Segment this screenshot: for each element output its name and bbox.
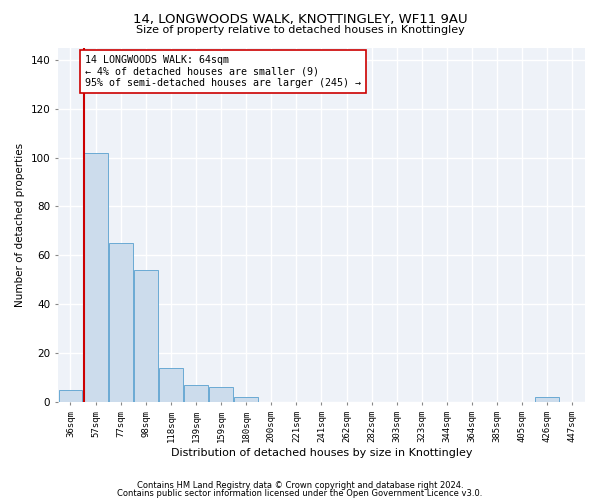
Text: Contains public sector information licensed under the Open Government Licence v3: Contains public sector information licen… <box>118 488 482 498</box>
Bar <box>535 397 559 402</box>
Bar <box>234 397 258 402</box>
Bar <box>159 368 183 402</box>
Bar <box>184 385 208 402</box>
X-axis label: Distribution of detached houses by size in Knottingley: Distribution of detached houses by size … <box>171 448 472 458</box>
Y-axis label: Number of detached properties: Number of detached properties <box>15 142 25 307</box>
Bar <box>83 152 107 402</box>
Text: Contains HM Land Registry data © Crown copyright and database right 2024.: Contains HM Land Registry data © Crown c… <box>137 481 463 490</box>
Text: 14 LONGWOODS WALK: 64sqm
← 4% of detached houses are smaller (9)
95% of semi-det: 14 LONGWOODS WALK: 64sqm ← 4% of detache… <box>85 55 361 88</box>
Bar <box>59 390 82 402</box>
Text: Size of property relative to detached houses in Knottingley: Size of property relative to detached ho… <box>136 25 464 35</box>
Bar <box>134 270 158 402</box>
Bar <box>109 243 133 402</box>
Text: 14, LONGWOODS WALK, KNOTTINGLEY, WF11 9AU: 14, LONGWOODS WALK, KNOTTINGLEY, WF11 9A… <box>133 12 467 26</box>
Bar <box>209 388 233 402</box>
